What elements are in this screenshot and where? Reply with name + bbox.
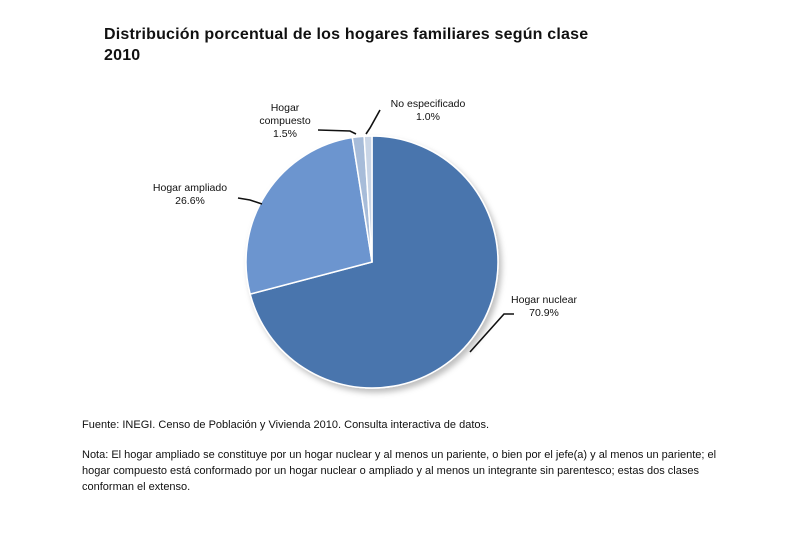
- slice-label: No especificado 1.0%: [391, 98, 466, 123]
- pie-slice-no-especificado: [363, 135, 373, 263]
- leader-line: [317, 129, 357, 135]
- leader-line: [365, 109, 381, 135]
- pie-slice-hogar-ampliado: [245, 136, 373, 296]
- chart-subtitle: 2010: [104, 47, 141, 64]
- pie-slice-hogar-nuclear: [249, 135, 499, 389]
- leader-line: [237, 197, 263, 205]
- slice-label: Hogar compuesto 1.5%: [259, 102, 311, 140]
- slice-label: Hogar nuclear 70.9%: [511, 294, 577, 319]
- leader-line: [469, 313, 514, 353]
- footnote: Nota: El hogar ampliado se constituye po…: [82, 449, 717, 493]
- source-note: Fuente: INEGI. Censo de Población y Vivi…: [82, 419, 490, 431]
- chart-title-block: Distribución porcentual de los hogares f…: [104, 24, 588, 66]
- chart-title: Distribución porcentual de los hogares f…: [104, 26, 589, 43]
- slice-label: Hogar ampliado 26.6%: [153, 182, 227, 207]
